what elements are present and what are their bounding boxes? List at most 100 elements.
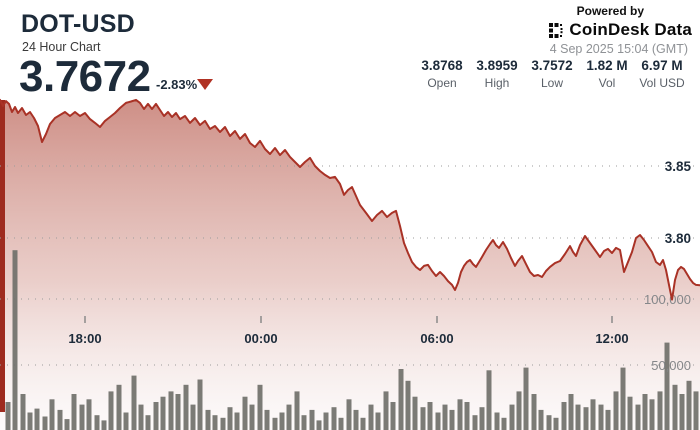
volume-bar xyxy=(449,409,455,430)
stat-volume-usd-value: 6.97 M xyxy=(641,58,683,73)
volume-bar xyxy=(486,370,492,430)
volume-bar xyxy=(197,379,203,430)
volume-bar xyxy=(435,412,441,430)
volume-bar xyxy=(501,417,507,430)
volume-bar xyxy=(249,404,255,430)
volume-bar xyxy=(590,399,596,430)
volume-bar xyxy=(309,409,315,430)
volume-axis-label: 100,000 xyxy=(644,292,691,307)
volume-bar xyxy=(131,375,137,430)
volume-bar xyxy=(94,415,100,430)
volume-bar xyxy=(472,415,478,430)
volume-bar xyxy=(538,409,544,430)
stat-low-label: Low xyxy=(540,76,563,90)
time-axis-label: 06:00 xyxy=(420,331,453,346)
volume-bar xyxy=(57,409,63,430)
volume-bar xyxy=(220,417,226,430)
time-axis-label: 00:00 xyxy=(244,331,277,346)
volume-bar xyxy=(49,399,55,430)
volume-axis-label: 50,000 xyxy=(651,358,691,373)
volume-bar xyxy=(583,407,589,430)
coindesk-logo-icon xyxy=(549,22,563,38)
volume-bar xyxy=(613,391,619,430)
volume-bar xyxy=(620,367,626,430)
volume-bar xyxy=(412,396,418,430)
volume-bar xyxy=(605,409,611,430)
volume-bar xyxy=(64,419,70,430)
volume-bar xyxy=(168,391,174,430)
volume-bar xyxy=(272,417,278,430)
volume-bar xyxy=(138,404,144,430)
stat-volume-usd-label: Vol USD xyxy=(639,76,685,90)
chart-period-subtitle: 24 Hour Chart xyxy=(22,40,101,54)
volume-bar xyxy=(457,399,463,430)
volume-bar xyxy=(664,342,670,430)
volume-bar xyxy=(279,412,285,430)
volume-bar xyxy=(561,402,567,430)
volume-bar xyxy=(686,380,692,430)
stat-open-value: 3.8768 xyxy=(421,58,463,73)
volume-bar xyxy=(42,416,48,430)
volume-bar xyxy=(360,417,366,430)
price-area-fill xyxy=(0,99,700,430)
volume-bar xyxy=(79,404,85,430)
volume-bar xyxy=(627,396,633,430)
volume-bar xyxy=(390,402,396,430)
stat-low: 3.7572 Low xyxy=(526,58,578,90)
volume-bar xyxy=(86,399,92,430)
stat-high-label: High xyxy=(484,76,510,90)
volume-bar xyxy=(108,391,114,430)
symbol-title: DOT-USD xyxy=(21,10,135,38)
current-price: 3.7672 xyxy=(19,52,151,101)
volume-bar xyxy=(101,420,107,430)
volume-bar xyxy=(383,391,389,430)
volume-bar xyxy=(346,399,352,430)
volume-bar xyxy=(679,394,685,430)
volume-bar xyxy=(71,394,77,430)
header: DOT-USD 24 Hour Chart 3.7672 -2.83% Powe… xyxy=(0,0,700,101)
stat-volume-usd: 6.97 M Vol USD xyxy=(636,58,688,90)
stat-low-value: 3.7572 xyxy=(531,58,573,73)
stat-high: 3.8959 High xyxy=(471,58,523,90)
price-axis-label: 3.80 xyxy=(665,231,691,246)
time-axis-label: 18:00 xyxy=(68,331,101,346)
time-axis-label: 12:00 xyxy=(595,331,628,346)
stat-high-value: 3.8959 xyxy=(476,58,518,73)
left-edge-accent xyxy=(0,100,5,412)
volume-bar xyxy=(301,415,307,430)
volume-bar xyxy=(227,407,233,430)
volume-bar xyxy=(368,404,374,430)
coindesk-brand-link[interactable]: CoinDesk Data xyxy=(492,20,692,40)
volume-bar xyxy=(175,394,181,430)
down-triangle-icon xyxy=(197,79,213,90)
volume-bar xyxy=(420,407,426,430)
price-change-percent: -2.83% xyxy=(156,77,198,92)
volume-bar xyxy=(375,412,381,430)
volume-bar xyxy=(20,394,26,430)
stat-volume-value: 1.82 M xyxy=(586,58,628,73)
volume-bar xyxy=(12,250,18,430)
volume-bar xyxy=(531,394,537,430)
volume-bar xyxy=(183,384,189,430)
volume-bar xyxy=(657,391,663,430)
volume-bar xyxy=(568,394,574,430)
volume-bar xyxy=(338,417,344,430)
volume-bar xyxy=(598,404,604,430)
volume-bar xyxy=(5,402,11,430)
volume-bar xyxy=(205,409,211,430)
stat-volume-label: Vol xyxy=(598,76,616,90)
chart-timestamp: 4 Sep 2025 15:04 (GMT) xyxy=(549,42,688,56)
volume-bar xyxy=(116,384,122,430)
powered-by-label: Powered by xyxy=(576,4,644,18)
volume-bar xyxy=(323,412,329,430)
volume-bar xyxy=(546,415,552,430)
stats-row: 3.8768 Open 3.8959 High 3.7572 Low 1.82 … xyxy=(413,58,688,90)
volume-bar xyxy=(316,420,322,430)
volume-bar xyxy=(553,417,559,430)
volume-bar xyxy=(27,412,33,430)
volume-bar xyxy=(294,391,300,430)
volume-bar xyxy=(398,369,404,430)
volume-bar xyxy=(509,404,515,430)
